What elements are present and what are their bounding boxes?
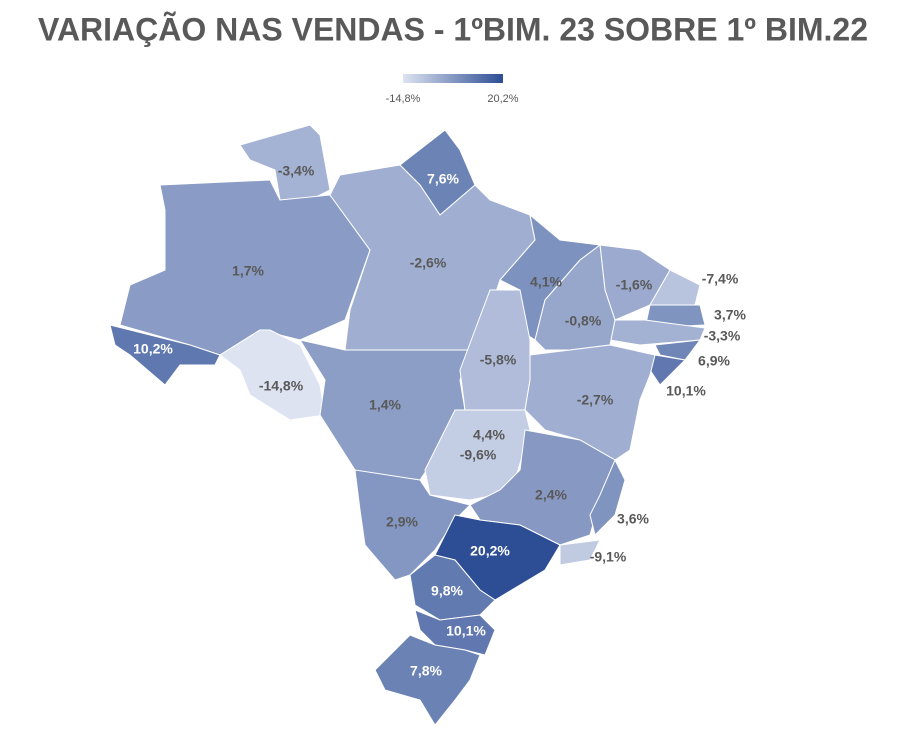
- region-label: -3,3%: [704, 328, 741, 344]
- region-label: 7,8%: [410, 663, 442, 679]
- region-label: 7,6%: [427, 171, 459, 187]
- legend-min: -14,8%: [386, 93, 421, 105]
- region-label: 2,4%: [535, 487, 567, 503]
- region-label: -2,7%: [577, 392, 614, 408]
- legend-max: 20,2%: [487, 93, 518, 105]
- region-label: 3,6%: [617, 511, 649, 527]
- region-label: -14,8%: [259, 378, 304, 394]
- region-label: 10,1%: [666, 383, 706, 399]
- map-title: VARIAÇÃO NAS VENDAS - 1ºBIM. 23 SOBRE 1º…: [38, 11, 868, 47]
- region-label: -7,4%: [702, 271, 739, 287]
- region-label: -9,1%: [590, 549, 627, 565]
- region: [534, 244, 616, 351]
- region-label: 4,4%: [473, 427, 505, 443]
- region-label: -2,6%: [410, 255, 447, 271]
- region: [109, 324, 221, 386]
- region-label: -1,6%: [616, 277, 653, 293]
- region-label: -5,8%: [480, 352, 517, 368]
- region-label: 1,4%: [369, 397, 401, 413]
- region-label: 2,9%: [386, 514, 418, 530]
- region-label: -0,8%: [565, 313, 602, 329]
- region: [374, 634, 481, 726]
- region-label: -9,6%: [460, 447, 497, 463]
- region: [414, 609, 496, 656]
- region-label: 3,7%: [714, 307, 746, 323]
- legend-gradient: [403, 74, 503, 83]
- region-label: 10,1%: [446, 623, 486, 639]
- region-label: 6,9%: [698, 353, 730, 369]
- region: [409, 554, 496, 621]
- region-label: 9,8%: [431, 583, 463, 599]
- region-label: 4,1%: [530, 274, 562, 290]
- region: [559, 539, 601, 566]
- region-label: 10,2%: [133, 341, 173, 357]
- region: [589, 458, 626, 536]
- region: [649, 354, 687, 386]
- region-label: 1,7%: [232, 263, 264, 279]
- region: [354, 469, 471, 581]
- region-label: 20,2%: [470, 543, 510, 559]
- region-label: -3,4%: [278, 163, 315, 179]
